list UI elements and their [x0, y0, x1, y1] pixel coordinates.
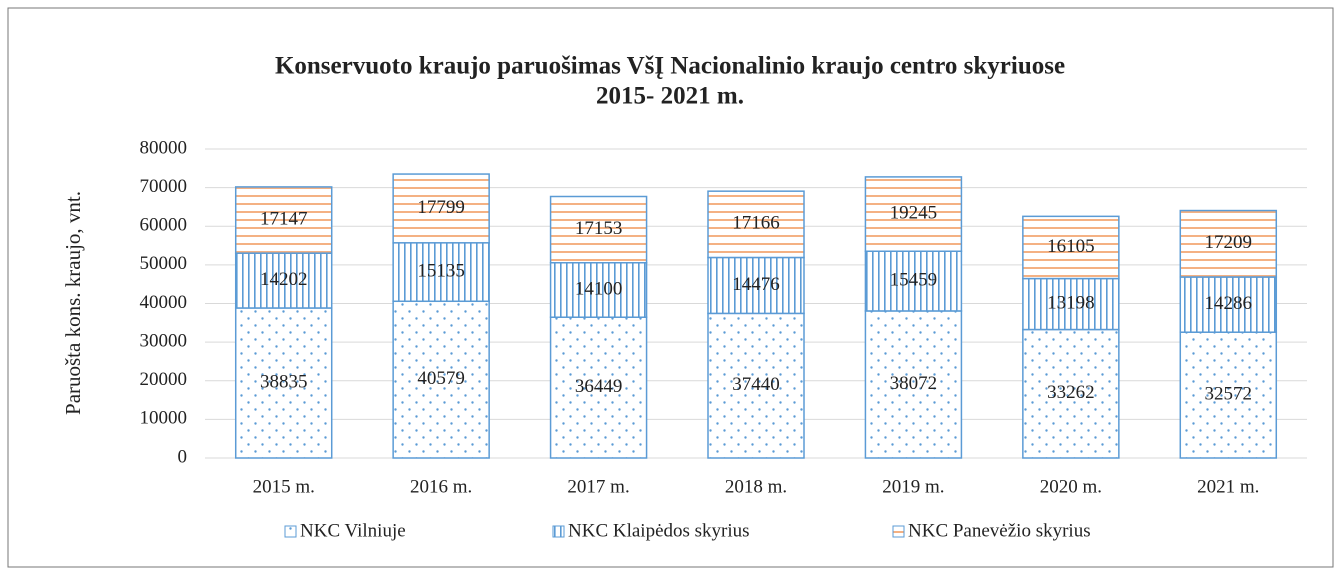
bar-segment [864, 250, 963, 312]
y-tick-label: 0 [178, 446, 188, 467]
y-tick-label: 30000 [140, 330, 188, 351]
data-label: 40579 [417, 368, 465, 389]
bar-segment [549, 195, 648, 264]
x-tick-label: 2017 m. [567, 476, 629, 497]
bar-segment [234, 307, 333, 459]
bar-segment [1179, 209, 1278, 278]
bar-segment [549, 316, 648, 459]
y-tick-label: 40000 [140, 292, 188, 313]
y-tick-label: 70000 [140, 176, 188, 197]
bar-segment [707, 190, 805, 259]
data-label: 17799 [417, 197, 465, 218]
data-label: 38835 [260, 371, 308, 392]
legend-label: NKC Vilniuje [300, 520, 406, 541]
legend-swatch [284, 525, 297, 538]
x-tick-label: 2019 m. [882, 476, 944, 497]
legend-label: NKC Klaipėdos skyrius [568, 520, 750, 541]
x-tick-label: 2018 m. [725, 476, 787, 497]
data-label: 36449 [575, 376, 623, 397]
data-label: 17147 [260, 208, 308, 229]
data-label: 33262 [1047, 382, 1095, 403]
bar-segment [549, 262, 648, 318]
legend-swatch [552, 525, 565, 538]
data-label: 16105 [1047, 236, 1095, 257]
data-label: 14476 [732, 274, 780, 295]
legend-label: NKC Panevėžio skyrius [908, 520, 1091, 541]
data-label: 19245 [890, 202, 938, 223]
data-label: 13198 [1047, 292, 1095, 313]
data-label: 17166 [732, 213, 780, 234]
y-tick-label: 50000 [140, 253, 188, 274]
data-label: 14100 [575, 278, 623, 299]
y-tick-label: 60000 [140, 215, 188, 236]
x-tick-label: 2020 m. [1040, 476, 1102, 497]
data-label: 15459 [890, 269, 938, 290]
bar-segment [1179, 276, 1278, 333]
y-axis-label: Paruošta kons. kraujo, vnt. [61, 191, 85, 415]
data-label: 17153 [575, 218, 623, 239]
bar-segment [1022, 215, 1120, 280]
bar-segment [392, 300, 490, 459]
bar-segment [392, 242, 490, 303]
data-label: 38072 [890, 373, 938, 394]
bar-segment [1179, 331, 1278, 459]
data-label: 14286 [1205, 293, 1253, 314]
bar-segment [707, 256, 805, 315]
bar-segment [392, 173, 490, 244]
data-label: 14202 [260, 269, 308, 290]
chart-title: Konservuoto kraujo paruošimas VšĮ Nacion… [275, 53, 1065, 80]
bar-segment [1022, 328, 1120, 459]
bar-segment [864, 176, 963, 252]
chart-title: 2015- 2021 m. [596, 83, 744, 110]
legend-swatch [892, 525, 905, 538]
y-tick-label: 20000 [140, 369, 188, 390]
data-label: 15135 [417, 260, 465, 281]
x-tick-label: 2015 m. [253, 476, 315, 497]
data-label: 32572 [1205, 383, 1253, 404]
x-tick-label: 2016 m. [410, 476, 472, 497]
bar-segment [864, 310, 963, 459]
y-tick-label: 10000 [140, 408, 188, 429]
x-tick-label: 2021 m. [1197, 476, 1259, 497]
y-tick-label: 80000 [140, 137, 188, 158]
data-label: 17209 [1205, 232, 1253, 253]
bar-segment [234, 186, 333, 254]
bar-segment [1022, 277, 1120, 331]
data-label: 37440 [732, 374, 780, 395]
